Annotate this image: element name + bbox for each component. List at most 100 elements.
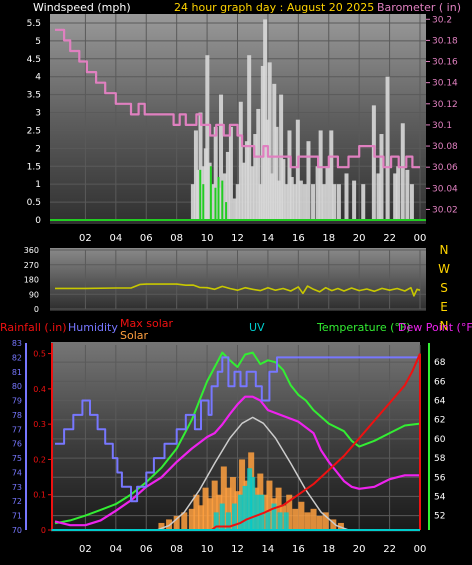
wind-bar [352,180,357,220]
wind-bar [207,162,212,220]
wind-tick-label: 0.5 [27,198,41,208]
wind-bar [311,184,316,220]
hour-tick-label: 06 [140,233,153,244]
rain-tick-label: 0.2 [33,455,46,464]
wind-bar [256,108,261,220]
rain-tick-label: 0 [41,526,46,535]
legend-dewpoint: Dew Point (°F) [398,321,472,334]
wind-bar [344,173,349,220]
wind-average-spike [221,180,224,220]
solar-bar [280,505,287,530]
hour-tick-label: 14 [262,233,275,244]
solar-bar [225,487,232,530]
legend-rainfall: Rainfall (.in) [0,321,67,334]
wind-bar [321,184,326,220]
wind-axis-label: Windspeed (mph) [33,1,131,14]
wind-tick-label: 3 [35,109,41,119]
wind-bar [287,130,292,220]
uv-bar [219,503,225,530]
wind-bar [325,166,330,220]
barometer-series [55,28,420,169]
dewpoint-line [54,395,420,527]
wind-bar [315,166,320,220]
wind-bar [238,101,243,220]
hour-tick-label: 08 [170,233,183,244]
uv-bar [225,512,231,530]
barometer-axis-label: Barometer ( in) [377,1,461,14]
wind-bar [276,180,281,220]
temperature-tick-label: 54 [434,492,446,502]
wind-bar [272,83,277,220]
solar-bar [310,508,317,530]
wind-bar [376,173,381,220]
wind-bar [298,180,303,220]
hour-tick-label: 12 [231,544,244,555]
direction-tick-label: 270 [24,261,39,270]
uv-bar [231,503,237,530]
solar-bar [292,508,299,530]
solar-bar [286,494,293,530]
humidity-tick-label: 83 [12,339,22,348]
uv-bar [265,512,271,530]
wind-bar [371,105,376,220]
compass-label: N [440,243,449,257]
barometer-tick-label: 30.18 [432,36,458,46]
hour-tick-label: 10 [201,544,214,555]
direction-tick-label: 180 [24,276,39,285]
humidity-tick-label: 78 [12,411,22,420]
wind-bar [253,134,258,220]
solar-bar [173,515,180,530]
solar-bar [275,487,282,530]
hour-tick-label: 20 [353,544,366,555]
uv-bars [213,468,289,530]
wind-bar [196,169,201,220]
barometer-tick-label: 30.1 [432,121,452,131]
wind-tick-label: 4 [35,73,41,83]
hour-tick-label: 08 [170,544,183,555]
legend-max-solar: Max solar [120,317,173,330]
wind-bar [269,173,274,220]
hour-tick-label: 06 [140,544,153,555]
wind-tick-label: 3.5 [27,91,41,101]
hour-axis: 02 02 04 04 06 06 08 08 10 10 12 12 14 14 16 16 18 18 20 20… [79,233,426,555]
solar-bar [198,505,204,530]
max-solar-series [156,416,349,531]
wind-bar [281,159,286,220]
wind-bar [210,184,215,220]
humidity-line [55,356,420,503]
humidity-tick-label: 76 [12,440,22,449]
barometer-tick-label: 30.16 [432,58,458,68]
wind-bar [295,119,300,220]
direction-panel-ticks: 0 90 180 270 360 [24,246,39,314]
hour-tick-label: 12 [231,233,244,244]
barometer-tick-label: 30.2 [432,15,452,25]
uv-bar [259,494,265,530]
wind-bar [332,184,337,220]
temperature-tick-label: 56 [434,473,446,483]
humidity-tick-label: 81 [12,368,22,377]
wind-average-spike [214,187,217,220]
wind-bar [190,184,195,220]
wind-bar [274,126,279,220]
hour-tick-label: 02 [79,233,92,244]
hour-tick-label: 04 [109,233,122,244]
wind-average-spike [199,169,202,220]
wind-bar [222,173,227,220]
wind-tick-label: 1 [35,180,41,190]
uv-bar [238,494,244,530]
solar-bar [158,522,165,530]
compass-label: N [440,319,449,333]
solar-bar [304,512,311,530]
uv-bar [277,512,283,530]
uv-bar [254,494,260,530]
wind-bar [385,76,390,221]
wind-bar [193,130,198,220]
solar-bar [316,515,323,530]
climate-panel-axes: 52 54 56 58 60 62 64 66 68 0 0.1 0.2 0.3 0.4 0.5 70 71 72… [12,339,446,535]
chart-title: 24 hour graph day : August 20 2025 [174,1,374,14]
barometer-tick-label: 30.12 [432,100,458,110]
wind-bar [235,184,240,220]
hour-tick-label: 22 [383,233,396,244]
